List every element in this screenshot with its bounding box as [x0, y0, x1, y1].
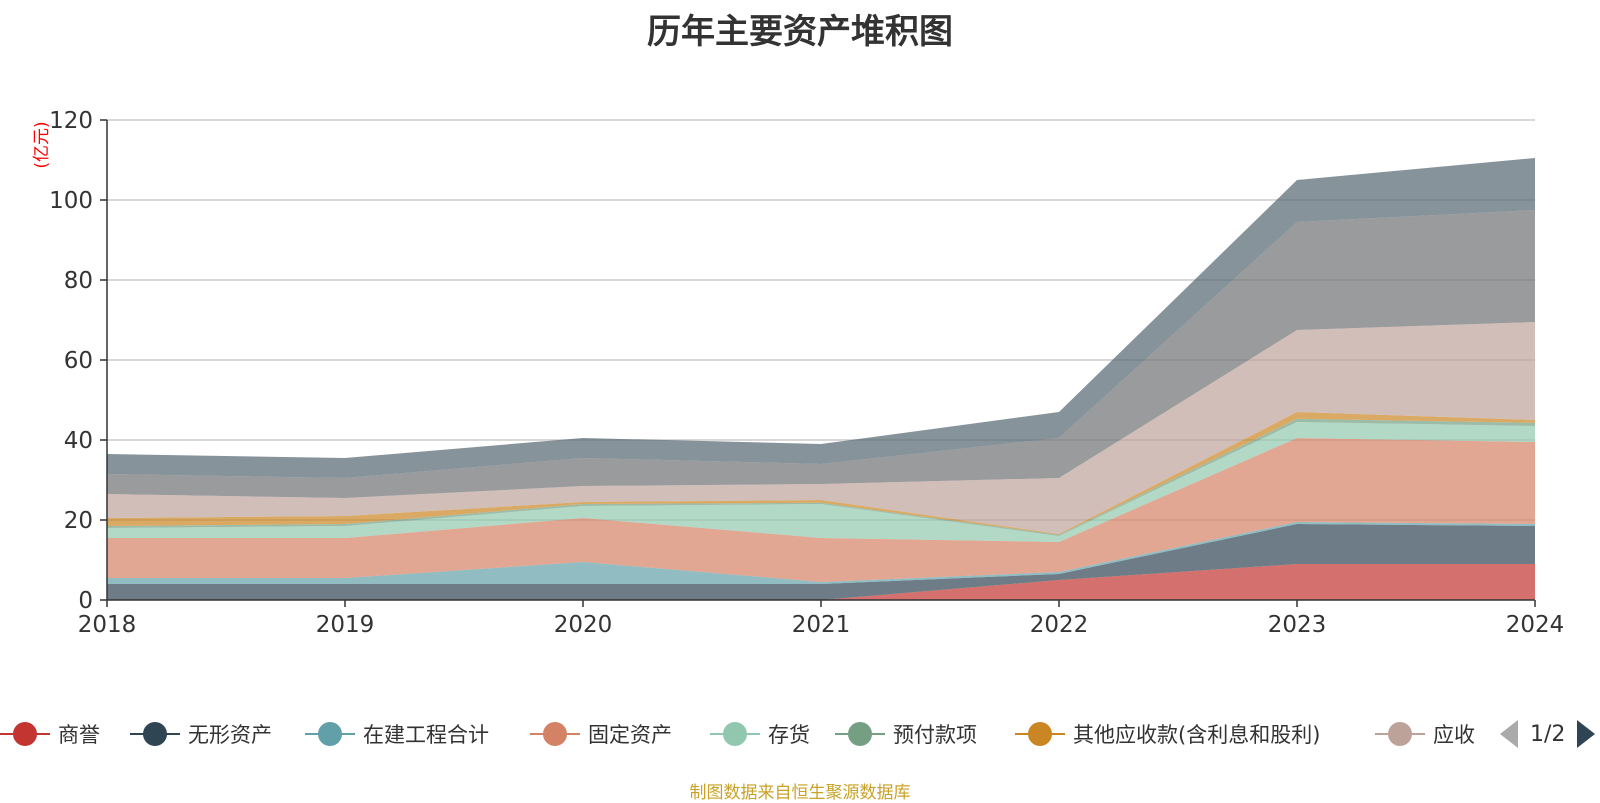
legend-item[interactable]: 其他应收款(含利息和股利)	[1015, 714, 1320, 754]
legend-label: 无形资产	[188, 723, 272, 747]
legend-item[interactable]: 固定资产	[530, 714, 672, 754]
legend-item[interactable]: 在建工程合计	[305, 714, 489, 754]
y-tick-label: 0	[78, 588, 93, 614]
legend-label: 存货	[768, 723, 810, 747]
legend-label: 固定资产	[588, 723, 672, 747]
y-tick-label: 120	[49, 108, 93, 134]
y-tick-label: 80	[64, 268, 93, 294]
legend-marker-icon	[835, 714, 885, 754]
area-series-7	[107, 322, 1535, 534]
area-series-9	[107, 158, 1535, 478]
area-series	[107, 158, 1535, 600]
legend-marker-icon	[710, 714, 760, 754]
legend-label: 其他应收款(含利息和股利)	[1073, 723, 1321, 747]
legend-item[interactable]: 预付款项	[835, 714, 977, 754]
x-tick-label: 2022	[1030, 612, 1089, 638]
x-tick-label: 2020	[554, 612, 613, 638]
x-tick-label: 2019	[316, 612, 375, 638]
legend-label: 在建工程合计	[363, 723, 489, 747]
legend-label: 商誉	[58, 723, 100, 747]
area-series-3	[107, 438, 1535, 582]
area-series-4	[107, 422, 1535, 542]
legend-item[interactable]: 应收	[1375, 714, 1475, 754]
legend-marker-icon	[130, 714, 180, 754]
legend-marker-icon	[1375, 714, 1425, 754]
x-tick-label: 2024	[1506, 612, 1565, 638]
legend-page-indicator: 1/2	[1530, 721, 1566, 747]
data-source-note: 制图数据来自恒生聚源数据库	[689, 783, 911, 803]
y-axis-unit-label: (亿元)	[32, 121, 52, 168]
legend-next-page-icon[interactable]	[1577, 720, 1596, 748]
y-tick-label: 60	[64, 348, 93, 374]
y-tick-label: 40	[64, 428, 93, 454]
axes: 0 20 40 60 80 100 120 2018 2019 2020 2021 2022 2023 2…	[49, 108, 1564, 638]
stacked-area-chart: 0 20 40 60 80 100 120 2018 2019 2020 2021 2022 2023 2…	[32, 108, 1564, 638]
y-tick-label: 20	[64, 508, 93, 534]
legend-item[interactable]: 商誉	[0, 714, 100, 754]
x-tick-label: 2021	[792, 612, 851, 638]
x-tick-label: 2023	[1268, 612, 1327, 638]
legend-marker-icon	[0, 714, 50, 754]
legend-item[interactable]: 存货	[710, 714, 810, 754]
area-series-6	[107, 412, 1535, 535]
legend-marker-icon	[530, 714, 580, 754]
legend-prev-page-icon[interactable]	[1500, 720, 1518, 748]
y-tick-label: 100	[49, 188, 93, 214]
legend-marker-icon	[305, 714, 355, 754]
area-series-8	[107, 210, 1535, 498]
area-series-0	[107, 564, 1535, 600]
chart-title: 历年主要资产堆积图	[647, 12, 953, 52]
x-tick-label: 2018	[78, 612, 137, 638]
legend-label: 应收	[1433, 723, 1475, 747]
area-series-1	[107, 524, 1535, 600]
legend-item[interactable]: 无形资产	[130, 714, 272, 754]
legend-marker-icon	[1015, 714, 1065, 754]
legend-pager: 1/2	[1500, 714, 1596, 754]
legend-label: 预付款项	[893, 723, 977, 747]
